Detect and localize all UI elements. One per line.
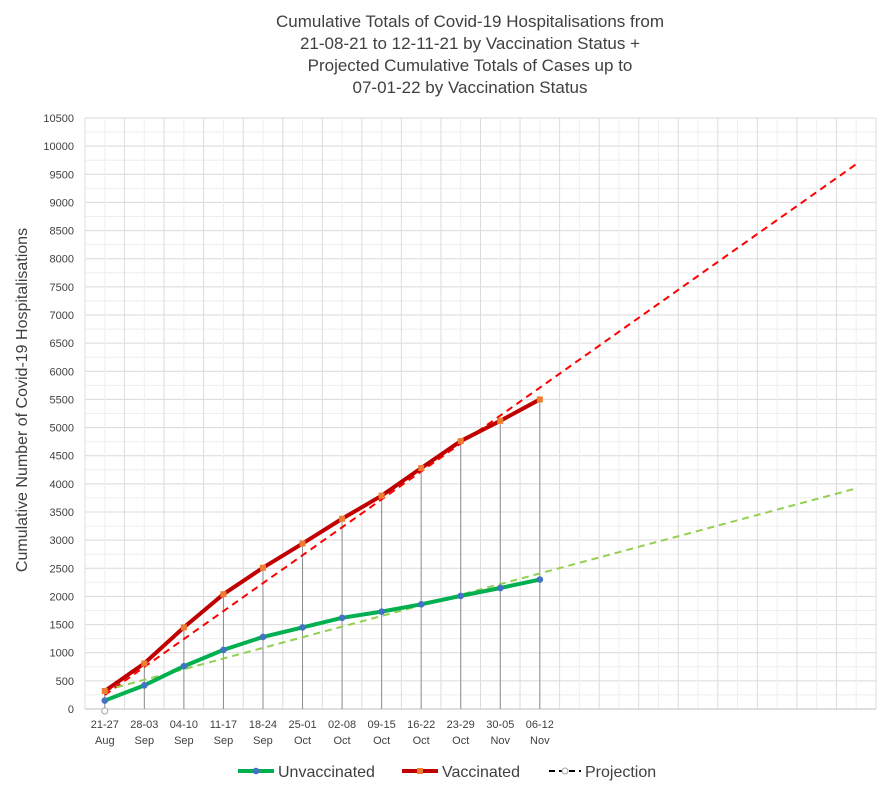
x-tick-label-month: Oct <box>334 735 351 747</box>
x-tick-label-range: 23-29 <box>447 719 475 731</box>
data-point-vaccinated <box>299 540 306 547</box>
data-point-vaccinated <box>536 396 543 403</box>
legend-item-vaccinated[interactable]: Vaccinated <box>402 764 520 781</box>
y-tick-label: 7000 <box>50 310 74 322</box>
data-point-unvaccinated <box>338 614 346 622</box>
y-tick-label: 0 <box>68 704 74 716</box>
data-point-unvaccinated <box>417 601 425 608</box>
projection-marker <box>101 707 109 715</box>
y-tick-label: 5500 <box>50 394 74 406</box>
data-point-vaccinated <box>180 624 187 631</box>
y-tick-label: 9000 <box>50 197 74 209</box>
legend-label: Vaccinated <box>442 764 520 781</box>
legend-label: Projection <box>585 764 656 781</box>
data-point-vaccinated <box>141 660 148 667</box>
y-tick-label: 3000 <box>50 535 74 547</box>
legend-item-projection[interactable]: Projection <box>549 764 656 781</box>
x-tick-label-month: Nov <box>530 735 550 747</box>
y-tick-label: 1000 <box>50 648 74 660</box>
x-tick-label-range: 16-22 <box>407 719 435 731</box>
chart-title-line: 07-01-22 by Vaccination Status <box>353 78 588 97</box>
legend-marker <box>561 767 569 775</box>
data-point-vaccinated <box>378 492 385 499</box>
y-tick-label: 10000 <box>43 141 74 153</box>
y-tick-label: 6000 <box>50 366 74 378</box>
data-point-vaccinated <box>220 591 227 598</box>
y-tick-label: 7500 <box>50 282 74 294</box>
legend-marker <box>417 768 423 774</box>
chart-title-line: Cumulative Totals of Covid-19 Hospitalis… <box>276 12 664 31</box>
chart-title: Cumulative Totals of Covid-19 Hospitalis… <box>276 12 664 97</box>
data-point-unvaccinated <box>536 576 544 583</box>
data-point-unvaccinated <box>101 697 109 704</box>
x-tick-label-range: 04-10 <box>170 719 198 731</box>
y-tick-label: 4500 <box>50 451 74 463</box>
y-tick-label: 2000 <box>50 591 74 603</box>
y-tick-label: 8500 <box>50 226 74 238</box>
x-tick-label-month: Nov <box>490 735 510 747</box>
series-lines <box>101 396 544 704</box>
series-line-vaccinated <box>102 397 542 693</box>
x-tick-label-month: Oct <box>452 735 469 747</box>
data-point-vaccinated <box>497 417 504 424</box>
y-tick-label: 500 <box>56 676 74 688</box>
data-point-unvaccinated <box>457 592 465 600</box>
data-point-unvaccinated <box>496 584 504 592</box>
y-tick-label: 4000 <box>50 479 74 491</box>
projection-line-unvaccinated <box>104 487 857 692</box>
y-axis-label: Cumulative Number of Covid-19 Hospitalis… <box>14 228 31 572</box>
x-axis-ticks: 21-27 Aug 28-03 Sep 04-10 Sep 11-17 Sep 18-24 Sep… <box>91 719 554 747</box>
x-tick-label-month: Sep <box>214 735 234 747</box>
x-tick-label-range: 21-27 <box>91 719 119 731</box>
x-tick-label-range: 02-08 <box>328 719 356 731</box>
data-point-unvaccinated <box>220 646 227 654</box>
x-tick-label-month: Aug <box>95 735 115 747</box>
data-point-unvaccinated <box>180 662 188 670</box>
y-tick-label: 8000 <box>50 254 74 266</box>
legend-label: Unvaccinated <box>278 764 375 781</box>
x-tick-label-range: 09-15 <box>368 719 396 731</box>
data-point-vaccinated <box>101 687 108 694</box>
gridlines <box>84 117 877 710</box>
y-tick-label: 5000 <box>50 423 74 435</box>
y-tick-label: 6500 <box>50 338 74 350</box>
x-tick-label-range: 28-03 <box>130 719 158 731</box>
data-point-unvaccinated <box>141 682 148 689</box>
x-tick-label-month: Sep <box>253 735 273 747</box>
data-point-unvaccinated <box>259 633 267 641</box>
x-tick-label-month: Sep <box>135 735 155 747</box>
x-tick-label-month: Oct <box>294 735 311 747</box>
chart-title-line: Projected Cumulative Totals of Cases up … <box>308 56 633 75</box>
x-tick-label-range: 11-17 <box>210 719 237 731</box>
x-tick-label-month: Sep <box>174 735 194 747</box>
legend-item-unvaccinated[interactable]: Unvaccinated <box>238 764 375 781</box>
x-tick-label-range: 25-01 <box>288 719 316 731</box>
series-line-unvaccinated <box>102 577 542 703</box>
legend[interactable]: Unvaccinated Vaccinated Projection <box>238 764 656 781</box>
y-tick-label: 1500 <box>50 620 74 632</box>
data-point-vaccinated <box>418 465 425 472</box>
x-tick-label-month: Oct <box>373 735 390 747</box>
x-tick-label-range: 30-05 <box>486 719 514 731</box>
y-tick-label: 10500 <box>43 113 74 125</box>
data-point-unvaccinated <box>299 624 306 631</box>
projection-lines <box>101 163 857 715</box>
x-tick-label-month: Oct <box>413 735 430 747</box>
x-tick-label-range: 18-24 <box>249 719 277 731</box>
y-axis-ticks: 0 500 1000 1500 2000 2500 3000 3500 4000 4500 5000… <box>43 113 74 716</box>
data-point-vaccinated <box>259 564 266 571</box>
y-tick-label: 2500 <box>50 563 74 575</box>
y-tick-label: 3500 <box>50 507 74 519</box>
x-tick-label-range: 06-12 <box>526 719 554 731</box>
data-point-vaccinated <box>339 515 346 522</box>
data-point-unvaccinated <box>378 608 385 615</box>
chart-title-line: 21-08-21 to 12-11-21 by Vaccination Stat… <box>300 34 640 53</box>
legend-marker <box>252 767 260 775</box>
y-tick-label: 9500 <box>50 169 74 181</box>
data-point-vaccinated <box>457 438 464 445</box>
